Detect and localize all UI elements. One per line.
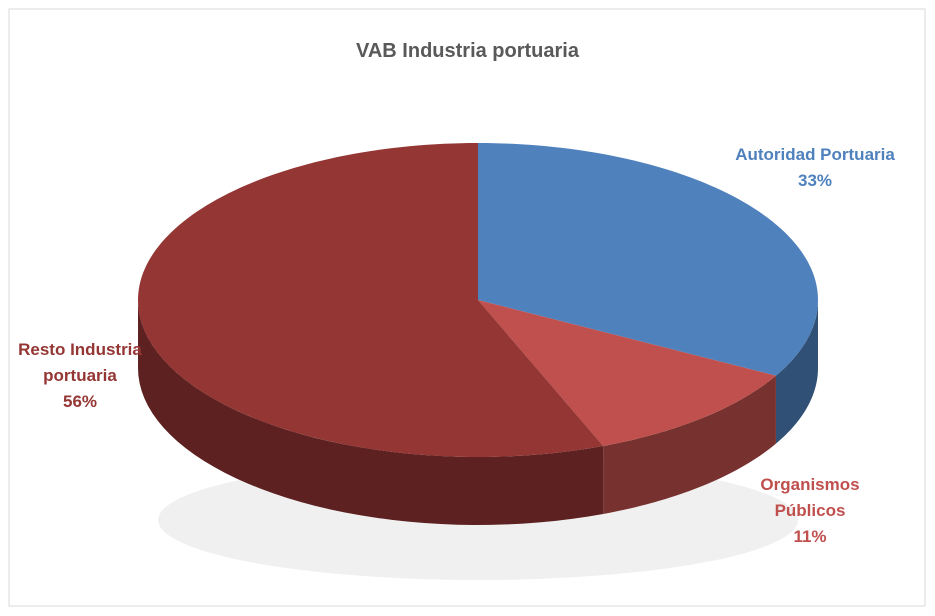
data-label: Organismos Públicos 11% — [730, 472, 890, 550]
category-label: Resto Industria portuaria — [18, 340, 142, 385]
slice-side — [603, 375, 776, 514]
slice — [478, 143, 818, 376]
category-label: Autoridad Portuaria — [735, 145, 895, 164]
category-label: Organismos Públicos — [760, 475, 860, 520]
chart-title: VAB Industria portuaria — [356, 40, 579, 62]
value-label: 11% — [793, 527, 827, 546]
data-label: Autoridad Portuaria 33% — [735, 142, 895, 194]
slice-side — [775, 300, 818, 444]
slice — [138, 143, 604, 457]
data-label: Resto Industria portuaria 56% — [0, 337, 160, 415]
slice — [478, 300, 776, 446]
value-label: 56% — [62, 392, 98, 411]
value-label: 33% — [797, 171, 833, 190]
slice-side — [138, 300, 604, 525]
